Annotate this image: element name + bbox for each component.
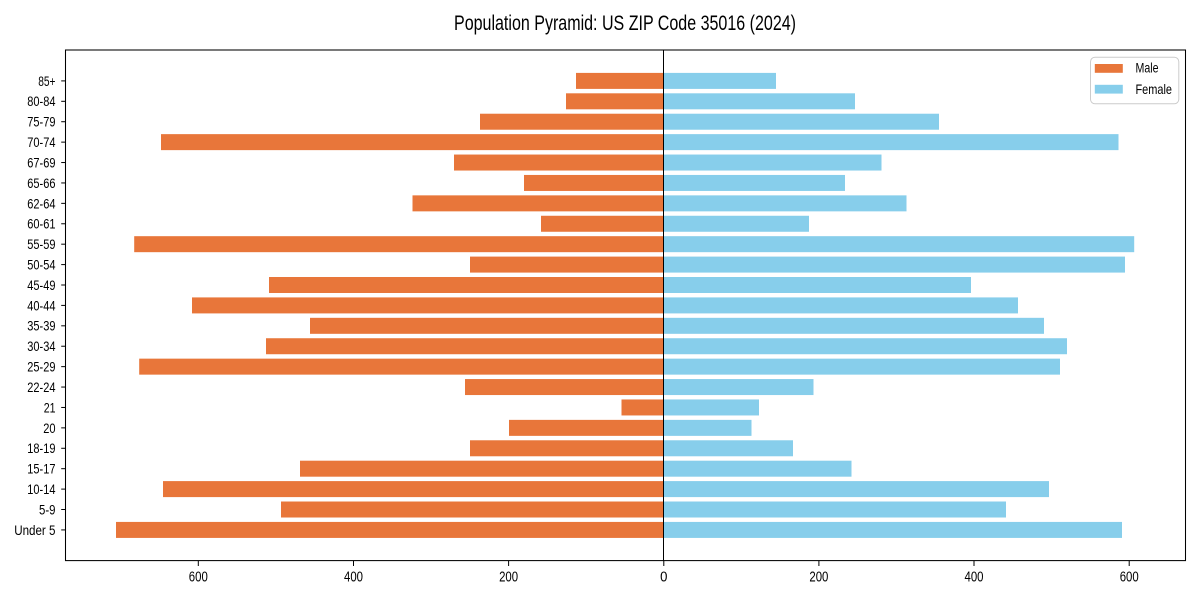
- svg-text:18-19: 18-19: [27, 441, 55, 457]
- svg-text:0: 0: [660, 570, 667, 586]
- svg-text:35-39: 35-39: [27, 319, 55, 335]
- svg-text:Male: Male: [1136, 59, 1159, 75]
- svg-text:85+: 85+: [38, 74, 55, 90]
- svg-text:65-66: 65-66: [27, 176, 55, 192]
- svg-text:50-54: 50-54: [27, 257, 55, 273]
- svg-text:15-17: 15-17: [27, 462, 55, 478]
- svg-text:Under 5: Under 5: [14, 523, 55, 539]
- svg-text:600: 600: [189, 570, 208, 586]
- svg-text:75-79: 75-79: [27, 115, 55, 131]
- svg-text:70-74: 70-74: [27, 135, 55, 151]
- svg-text:200: 200: [499, 570, 518, 586]
- svg-text:10-14: 10-14: [27, 482, 55, 498]
- svg-text:20: 20: [43, 421, 55, 437]
- svg-text:30-34: 30-34: [27, 339, 55, 355]
- svg-text:600: 600: [1120, 570, 1139, 586]
- svg-text:Female: Female: [1136, 81, 1173, 97]
- svg-text:45-49: 45-49: [27, 278, 55, 294]
- svg-text:21: 21: [44, 400, 56, 416]
- svg-text:200: 200: [809, 570, 828, 586]
- svg-text:67-69: 67-69: [27, 155, 55, 171]
- svg-text:5-9: 5-9: [39, 502, 56, 518]
- svg-text:400: 400: [965, 570, 984, 586]
- svg-text:60-61: 60-61: [27, 217, 55, 233]
- svg-text:55-59: 55-59: [27, 237, 55, 253]
- svg-text:25-29: 25-29: [27, 360, 55, 376]
- svg-text:22-24: 22-24: [27, 380, 55, 396]
- svg-text:400: 400: [344, 570, 363, 586]
- svg-text:80-84: 80-84: [27, 94, 55, 110]
- svg-text:62-64: 62-64: [27, 196, 55, 212]
- svg-text:Population Pyramid: US ZIP Cod: Population Pyramid: US ZIP Code 35016 (2…: [454, 11, 796, 35]
- svg-text:40-44: 40-44: [27, 298, 55, 314]
